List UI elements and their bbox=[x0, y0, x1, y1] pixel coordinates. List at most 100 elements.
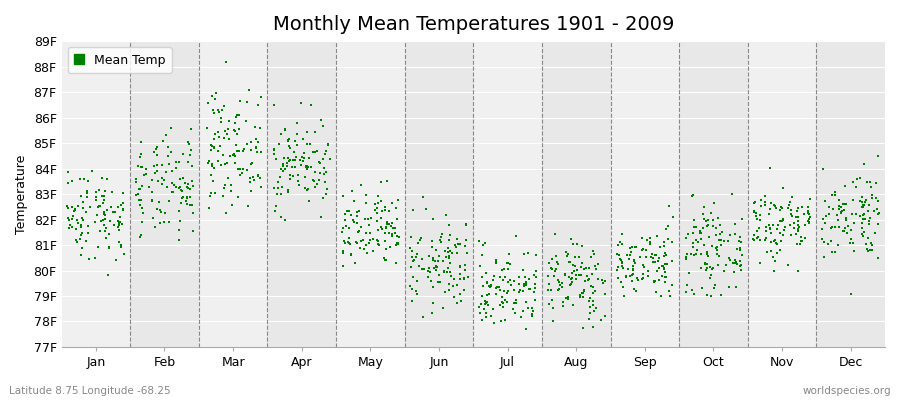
Point bbox=[582, 298, 597, 304]
Point bbox=[152, 199, 166, 205]
Point bbox=[562, 259, 577, 265]
Point bbox=[379, 224, 393, 231]
Point bbox=[384, 230, 399, 237]
Point bbox=[598, 278, 612, 284]
Point bbox=[172, 218, 186, 224]
Point bbox=[680, 256, 694, 262]
Point bbox=[308, 128, 322, 135]
Point bbox=[442, 236, 456, 243]
Point bbox=[112, 220, 126, 226]
Point bbox=[832, 206, 847, 212]
Point bbox=[410, 291, 424, 297]
Bar bbox=[816, 41, 885, 347]
Point bbox=[365, 235, 380, 242]
Point bbox=[544, 296, 559, 303]
Point bbox=[428, 263, 443, 270]
Point bbox=[594, 277, 608, 283]
Point bbox=[860, 235, 875, 241]
Point bbox=[727, 269, 742, 276]
Point bbox=[241, 203, 256, 209]
Point bbox=[113, 242, 128, 248]
Point bbox=[494, 266, 508, 273]
Point bbox=[303, 141, 318, 147]
Point bbox=[76, 204, 90, 211]
Point bbox=[542, 259, 556, 266]
Point bbox=[790, 241, 805, 248]
Point bbox=[344, 252, 358, 258]
Point bbox=[508, 287, 522, 293]
Point bbox=[685, 192, 699, 199]
Point bbox=[430, 278, 445, 285]
Point bbox=[857, 161, 871, 168]
Point bbox=[495, 294, 509, 300]
Point bbox=[403, 264, 418, 271]
Point bbox=[391, 197, 405, 203]
Point bbox=[699, 265, 714, 271]
Point bbox=[753, 217, 768, 224]
Point bbox=[586, 284, 600, 291]
Point bbox=[317, 170, 331, 177]
Point bbox=[659, 274, 673, 280]
Point bbox=[389, 242, 403, 248]
Point bbox=[442, 232, 456, 238]
Point bbox=[208, 190, 222, 196]
Point bbox=[426, 256, 440, 263]
Point bbox=[849, 184, 863, 191]
Point bbox=[112, 218, 126, 225]
Point bbox=[802, 220, 816, 227]
Point bbox=[292, 182, 306, 188]
Point bbox=[773, 207, 788, 213]
Point bbox=[337, 224, 351, 231]
Point bbox=[478, 298, 492, 304]
Point bbox=[583, 283, 598, 289]
Point bbox=[588, 262, 602, 269]
Point bbox=[615, 260, 629, 266]
Point bbox=[570, 267, 584, 274]
Point bbox=[578, 278, 592, 284]
Point bbox=[706, 266, 720, 272]
Point bbox=[320, 142, 335, 148]
Point bbox=[803, 214, 817, 220]
Point bbox=[371, 238, 385, 244]
Point bbox=[767, 238, 781, 244]
Point bbox=[302, 198, 316, 204]
Point bbox=[346, 217, 360, 224]
Point bbox=[540, 287, 554, 293]
Point bbox=[404, 298, 419, 304]
Point bbox=[783, 222, 797, 228]
Point bbox=[378, 204, 392, 210]
Point bbox=[522, 276, 536, 282]
Point bbox=[616, 231, 630, 237]
Point bbox=[518, 326, 533, 332]
Point bbox=[239, 118, 254, 124]
Point bbox=[318, 179, 332, 186]
Point bbox=[774, 238, 788, 244]
Point bbox=[272, 141, 286, 148]
Point bbox=[556, 299, 571, 305]
Point bbox=[661, 223, 675, 229]
Point bbox=[768, 258, 782, 264]
Point bbox=[285, 173, 300, 179]
Point bbox=[635, 275, 650, 282]
Point bbox=[251, 172, 266, 179]
Point bbox=[815, 166, 830, 172]
Point bbox=[349, 238, 364, 245]
Point bbox=[644, 250, 659, 257]
Point bbox=[869, 206, 884, 212]
Point bbox=[626, 285, 641, 292]
Point bbox=[434, 234, 448, 240]
Point bbox=[560, 253, 574, 259]
Point bbox=[228, 128, 242, 134]
Point bbox=[661, 261, 675, 268]
Point bbox=[442, 255, 456, 261]
Point bbox=[696, 225, 710, 231]
Point bbox=[294, 154, 309, 160]
Point bbox=[575, 260, 590, 266]
Point bbox=[342, 225, 356, 231]
Point bbox=[795, 238, 809, 244]
Point bbox=[794, 238, 808, 244]
Point bbox=[564, 276, 579, 282]
Point bbox=[158, 210, 172, 216]
Point bbox=[858, 216, 872, 222]
Point bbox=[598, 290, 612, 297]
